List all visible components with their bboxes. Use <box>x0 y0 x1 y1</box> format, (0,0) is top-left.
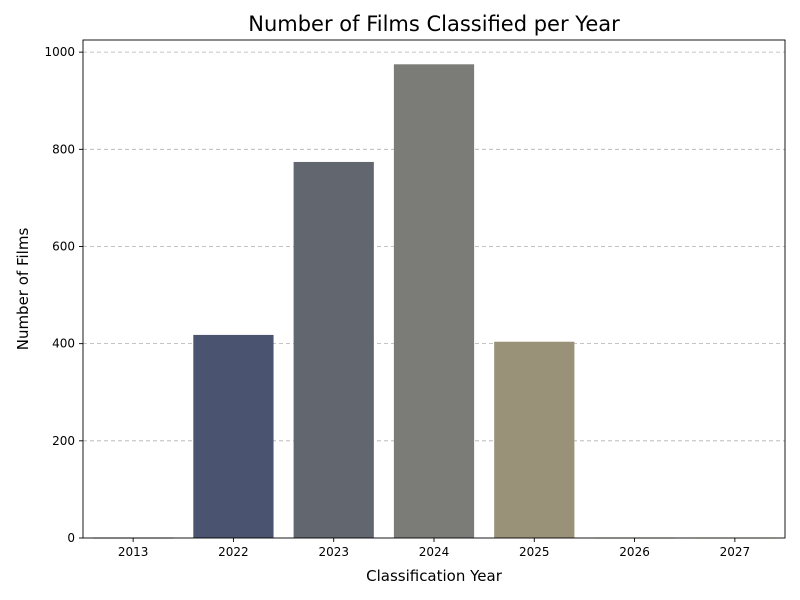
x-tick-label: 2027 <box>720 545 751 559</box>
y-tick-label: 1000 <box>44 45 75 59</box>
x-tick-label: 2025 <box>519 545 550 559</box>
y-tick-label: 0 <box>67 531 75 545</box>
x-axis-ticks: 2013 2022 2023 2024 2025 2026 2027 <box>118 538 750 559</box>
y-axis-ticks: 0 200 400 600 800 1000 <box>44 45 83 545</box>
y-tick-label: 600 <box>52 239 75 253</box>
x-tick-label: 2022 <box>218 545 249 559</box>
x-tick-label: 2024 <box>419 545 450 559</box>
x-axis-title: Classification Year <box>366 567 503 585</box>
x-tick-label: 2026 <box>619 545 650 559</box>
y-axis-title: Number of Films <box>14 228 32 351</box>
chart-title: Number of Films Classified per Year <box>248 12 620 36</box>
y-tick-label: 400 <box>52 337 75 351</box>
bar-2022 <box>193 334 274 538</box>
bars <box>93 64 775 539</box>
y-tick-label: 200 <box>52 434 75 448</box>
bar-2023 <box>293 161 374 538</box>
y-tick-label: 800 <box>52 142 75 156</box>
x-tick-label: 2013 <box>118 545 149 559</box>
bar-2025 <box>494 341 575 538</box>
bar-2024 <box>393 64 475 538</box>
x-tick-label: 2023 <box>318 545 349 559</box>
